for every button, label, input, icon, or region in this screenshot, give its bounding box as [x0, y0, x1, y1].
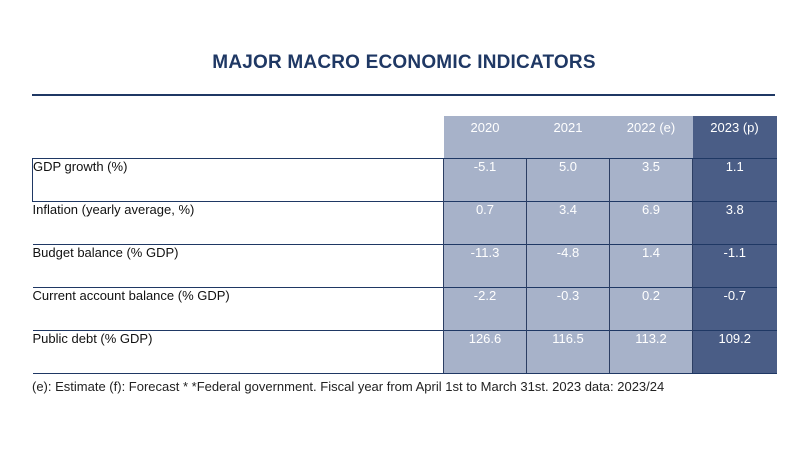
column-header-2022: 2022 (e) [609, 116, 693, 158]
table-cell: -4.8 [526, 243, 610, 287]
table-cell: 3.5 [609, 157, 693, 201]
indicators-table: 2020 2021 2022 (e) 2023 (p) GDP growth (… [32, 116, 777, 374]
table-cell: 113.2 [609, 329, 693, 374]
table-cell: 0.7 [443, 200, 527, 244]
table-cell-highlight: 3.8 [692, 200, 777, 244]
title-divider [32, 94, 775, 96]
header-blank-cell [33, 116, 444, 158]
table-cell: 0.2 [609, 286, 693, 330]
table-cell-highlight: 109.2 [692, 329, 777, 374]
table-row: Budget balance (% GDP) -11.3 -4.8 1.4 -1… [32, 243, 777, 287]
header-row: 2020 2021 2022 (e) 2023 (p) [33, 116, 777, 158]
row-label: Current account balance (% GDP) [32, 286, 444, 330]
table-row: Inflation (yearly average, %) 0.7 3.4 6.… [32, 200, 777, 244]
table-cell: 3.4 [526, 200, 610, 244]
column-header-2020: 2020 [443, 116, 527, 158]
column-header-2021: 2021 [526, 116, 610, 158]
table-cell-highlight: 1.1 [692, 157, 777, 201]
table-cell: 116.5 [526, 329, 610, 374]
table-cell: 1.4 [609, 243, 693, 287]
column-header-2023: 2023 (p) [692, 116, 777, 158]
page-title: MAJOR MACRO ECONOMIC INDICATORS [212, 52, 596, 73]
table-cell: -0.3 [526, 286, 610, 330]
table-cell: 126.6 [443, 329, 527, 374]
row-label: Public debt (% GDP) [32, 329, 444, 374]
table-cell-highlight: -0.7 [692, 286, 777, 330]
table-row: Public debt (% GDP) 126.6 116.5 113.2 10… [32, 329, 777, 374]
row-label: Inflation (yearly average, %) [32, 200, 444, 244]
table-cell: -5.1 [443, 157, 527, 201]
row-label: GDP growth (%) [32, 157, 444, 201]
table-cell: -11.3 [443, 243, 527, 287]
table-row: GDP growth (%) -5.1 5.0 3.5 1.1 [32, 157, 777, 201]
table-cell: -2.2 [443, 286, 527, 330]
table-cell: 6.9 [609, 200, 693, 244]
row-label: Budget balance (% GDP) [32, 243, 444, 287]
table-cell-highlight: -1.1 [692, 243, 777, 287]
footnote: (e): Estimate (f): Forecast * *Federal g… [32, 379, 665, 394]
table-row: Current account balance (% GDP) -2.2 -0.… [32, 286, 777, 330]
table-cell: 5.0 [526, 157, 610, 201]
